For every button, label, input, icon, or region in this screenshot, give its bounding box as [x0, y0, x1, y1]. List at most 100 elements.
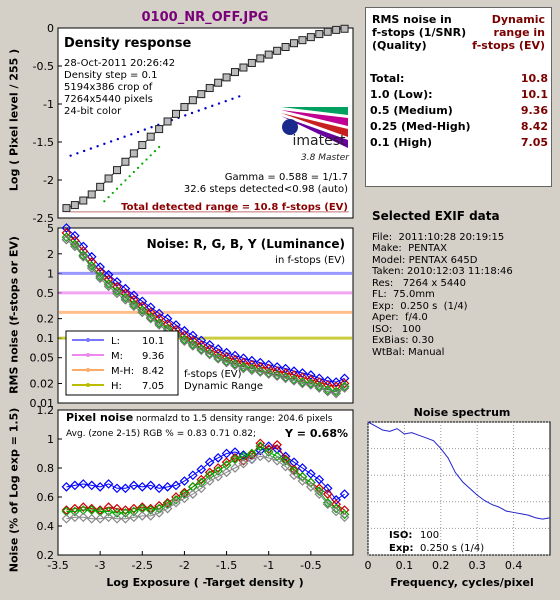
pixel-series-line [66, 445, 345, 515]
pixel-point [213, 471, 223, 482]
gamma-fit-dot [124, 179, 127, 182]
pixel-point [95, 482, 105, 492]
density-point [256, 54, 265, 63]
pixel-point [289, 470, 299, 481]
noise-point [289, 375, 299, 386]
noise-ytick-label: 0.01 [30, 397, 55, 410]
exif-line: Res: 7264 x 5440 [372, 277, 466, 289]
pixel-point [339, 512, 350, 523]
gamma-reference-dot [190, 111, 194, 115]
density-point [146, 132, 155, 141]
noise-point [196, 345, 207, 356]
gamma-fit-dot [132, 170, 135, 174]
pixel-point [331, 499, 341, 510]
density-point [79, 196, 88, 205]
pixel-point [306, 468, 316, 479]
summary-row: 1.0 (Low): 10.1 [370, 88, 548, 101]
noise-point [95, 271, 105, 282]
gamma-reference-dot [76, 152, 79, 155]
density-point [87, 190, 96, 199]
density-info-line: 7264x5440 pixels [64, 94, 153, 105]
legend-caption: f-stops (EV) [184, 369, 242, 380]
noise-point [112, 288, 122, 299]
noise-point [137, 305, 148, 316]
pixel-xtick-label: -3 [95, 559, 106, 572]
density-point [222, 73, 231, 82]
pixel-point [255, 438, 266, 449]
density-info: 28-Oct-2011 20:26:42 Density step = 0.1 … [64, 58, 175, 117]
exif-line: Exp: 0.250 s (1/4) [372, 300, 468, 312]
density-ytick-label: 0 [47, 22, 54, 35]
spectrum-exp-label: Exp: [389, 543, 413, 554]
pixel-ytick-label: 1 [47, 433, 54, 446]
exif-line: ISO: 100 [372, 323, 421, 335]
legend-label: H: [111, 381, 122, 392]
density-point [306, 33, 315, 42]
noise-point [213, 353, 223, 364]
pixel-point [120, 483, 131, 494]
density-point [290, 39, 298, 48]
pixel-point [213, 453, 223, 463]
density-point [332, 25, 341, 34]
pixel-point [339, 509, 350, 520]
pixel-point [230, 454, 240, 465]
noise-point [280, 372, 291, 383]
noise-point [120, 292, 131, 303]
noise-series-line [66, 239, 345, 395]
noise-point [179, 334, 190, 345]
gamma-reference-dot [150, 126, 153, 129]
legend-value: 9.36 [142, 351, 164, 362]
noise-subtitle: in f-stops (EV) [275, 255, 345, 266]
legend-marker [86, 383, 90, 387]
gamma-fit-dot [111, 191, 114, 195]
pixel-point [61, 505, 72, 515]
density-info-line: 28-Oct-2011 20:26:42 [64, 58, 175, 69]
pixel-point [70, 480, 80, 491]
density-ytick-label: -2.5 [33, 212, 54, 225]
noise-ytick-label: 0.1 [37, 332, 55, 345]
density-point [163, 117, 172, 126]
density-plot-area [57, 27, 354, 219]
gamma-fit-dot [153, 150, 157, 153]
pixel-point [280, 461, 291, 472]
pixel-point [314, 486, 325, 497]
exif-panel: Selected EXIF data File: 2011:10:28 20:1… [372, 210, 552, 358]
noise-point [103, 281, 114, 292]
noise-point [272, 370, 282, 380]
density-point [205, 84, 214, 93]
gamma-reference-dot [82, 149, 86, 153]
density-point [104, 174, 113, 183]
gamma-fit-dot [107, 196, 110, 199]
pixel-point [255, 451, 266, 462]
gamma-fit-dot [115, 187, 119, 190]
noise-point [112, 286, 122, 297]
gamma-fit-dot [145, 158, 148, 161]
spectrum-title: Noise spectrum [414, 406, 511, 419]
pixel-point [103, 502, 114, 512]
density-point [323, 27, 332, 36]
spectrum-xlabel: Frequency, cycles/pixel [390, 576, 534, 589]
noise-point [263, 359, 274, 370]
pixel-point [86, 480, 97, 491]
exif-line: File: 2011:10:28 20:19:15 [372, 231, 505, 243]
noise-point [70, 241, 80, 252]
pixel-point [221, 467, 232, 478]
pixel-point [196, 483, 207, 494]
noise-point [179, 336, 190, 346]
noise-point [297, 378, 308, 389]
exif-line: Model: PENTAX 645D [372, 254, 478, 266]
gamma-reference-dot [184, 114, 187, 117]
gamma-fit-dot [136, 166, 140, 169]
exif-line: Taken: 2010:12:03 11:18:46 [372, 266, 513, 277]
density-point [96, 182, 105, 191]
pixel-noise-avg: Avg. (zone 2-15) RGB % = 0.83 0.71 0.82; [66, 429, 256, 439]
pixel-point [78, 512, 89, 523]
summary-row: 0.25 (Med-High) 8.42 [370, 120, 548, 133]
pixel-point [145, 480, 156, 491]
noise-point [61, 228, 72, 238]
pixel-point [120, 513, 131, 524]
density-point [155, 125, 164, 134]
pixel-point [86, 503, 97, 514]
exif-line: Make: PENTAX [372, 243, 447, 254]
density-point [214, 78, 223, 87]
